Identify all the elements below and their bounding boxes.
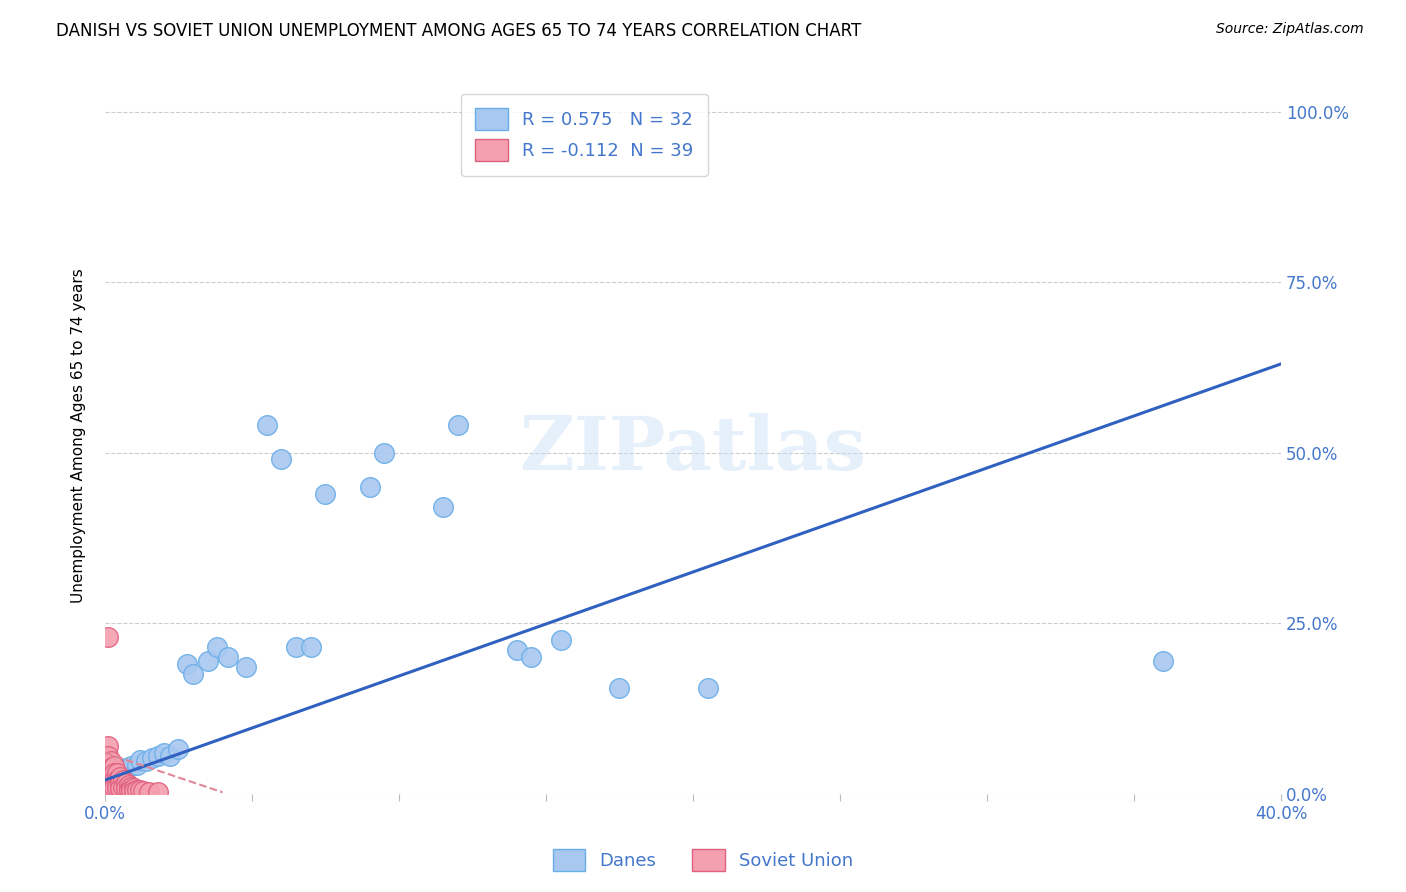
Point xyxy=(124,784,146,798)
Point xyxy=(205,640,228,654)
Text: DANISH VS SOVIET UNION UNEMPLOYMENT AMONG AGES 65 TO 74 YEARS CORRELATION CHART: DANISH VS SOVIET UNION UNEMPLOYMENT AMON… xyxy=(56,22,862,40)
Point xyxy=(100,754,122,768)
Point xyxy=(117,779,139,793)
Point xyxy=(97,756,120,770)
Point xyxy=(97,739,120,753)
Point xyxy=(120,783,142,797)
Point xyxy=(97,630,120,644)
Point xyxy=(505,643,527,657)
Point xyxy=(314,486,336,500)
Point xyxy=(97,749,120,764)
Point xyxy=(138,784,160,798)
Point xyxy=(235,660,257,674)
Text: Source: ZipAtlas.com: Source: ZipAtlas.com xyxy=(1216,22,1364,37)
Point xyxy=(146,749,169,764)
Point xyxy=(447,418,470,433)
Point xyxy=(108,770,131,784)
Point xyxy=(100,783,122,797)
Point xyxy=(270,452,292,467)
Point xyxy=(127,782,149,797)
Point xyxy=(100,780,122,794)
Point xyxy=(141,751,163,765)
Point xyxy=(520,650,543,665)
Point xyxy=(124,781,146,796)
Legend: R = 0.575   N = 32, R = -0.112  N = 39: R = 0.575 N = 32, R = -0.112 N = 39 xyxy=(461,94,709,176)
Point xyxy=(100,767,122,781)
Point xyxy=(285,640,308,654)
Point xyxy=(217,650,239,665)
Point xyxy=(550,633,572,648)
Point xyxy=(100,761,122,775)
Text: ZIPatlas: ZIPatlas xyxy=(519,413,866,486)
Point xyxy=(1152,654,1174,668)
Point xyxy=(108,763,131,777)
Point xyxy=(696,681,718,695)
Point xyxy=(609,681,631,695)
Point xyxy=(105,766,128,780)
Point xyxy=(256,418,278,433)
Point xyxy=(127,758,149,772)
Point xyxy=(432,500,454,515)
Point xyxy=(152,746,174,760)
Point xyxy=(181,667,204,681)
Point xyxy=(111,780,134,794)
Point xyxy=(103,772,125,787)
Point xyxy=(120,759,142,773)
Point xyxy=(103,759,125,773)
Point xyxy=(159,749,181,764)
Point xyxy=(103,780,125,794)
Point xyxy=(120,780,142,794)
Point xyxy=(97,776,120,790)
Point xyxy=(373,445,395,459)
Point xyxy=(97,770,120,784)
Point xyxy=(108,776,131,790)
Point xyxy=(100,774,122,789)
Point xyxy=(97,781,120,796)
Point xyxy=(114,781,136,796)
Point xyxy=(105,772,128,787)
Point xyxy=(114,761,136,775)
Point xyxy=(129,753,152,767)
Point xyxy=(103,766,125,780)
Legend: Danes, Soviet Union: Danes, Soviet Union xyxy=(546,842,860,879)
Point xyxy=(108,781,131,796)
Point xyxy=(176,657,198,671)
Point xyxy=(111,772,134,787)
Point xyxy=(105,780,128,794)
Y-axis label: Unemployment Among Ages 65 to 74 years: Unemployment Among Ages 65 to 74 years xyxy=(72,268,86,603)
Point xyxy=(299,640,322,654)
Point xyxy=(129,783,152,797)
Point xyxy=(146,785,169,799)
Point xyxy=(359,480,381,494)
Point xyxy=(114,776,136,790)
Point xyxy=(167,742,190,756)
Point xyxy=(97,763,120,777)
Point xyxy=(132,784,155,798)
Point xyxy=(197,654,219,668)
Point xyxy=(117,782,139,797)
Point xyxy=(135,754,157,768)
